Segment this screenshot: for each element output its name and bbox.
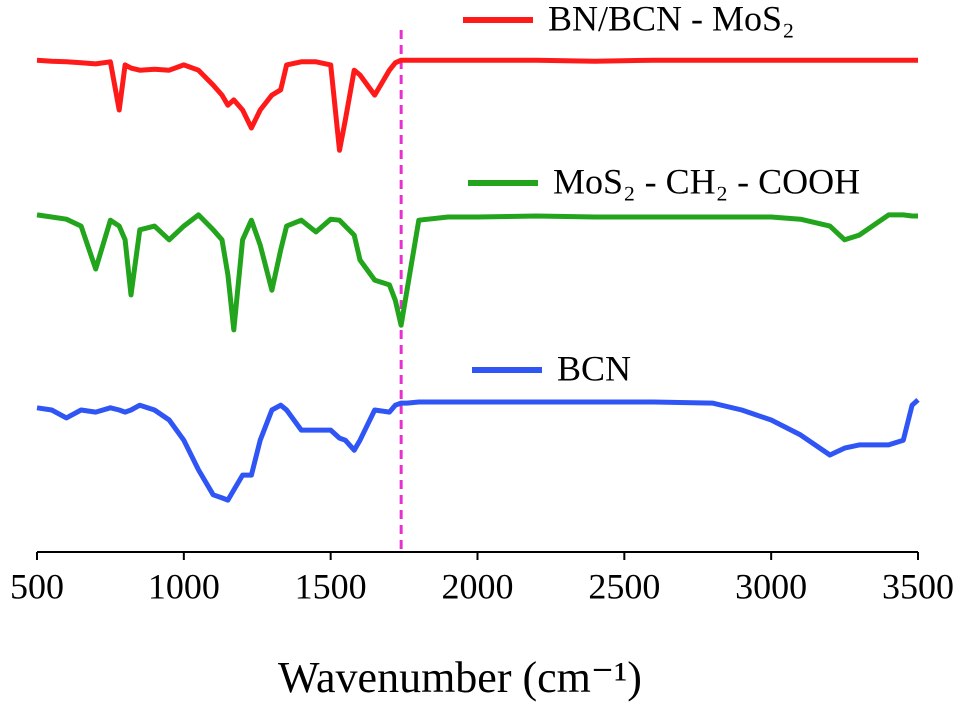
- x-axis-label: Wavenumber (cm⁻¹): [278, 653, 642, 702]
- series-line: [36, 212, 918, 333]
- series-line: [36, 57, 918, 153]
- x-tick-label: 2500: [588, 566, 660, 606]
- x-tick-label: 1500: [295, 566, 367, 606]
- legend-label: BCN: [557, 348, 631, 388]
- x-tick-label: 3000: [735, 566, 807, 606]
- series-line: [36, 398, 920, 503]
- x-tick-label: 1000: [148, 566, 220, 606]
- legend-label: BN/BCN - MoS₂: [548, 0, 795, 38]
- x-tick-label: 3500: [882, 566, 954, 606]
- legend-label: MoS₂ - CH₂ - COOH: [553, 161, 860, 201]
- x-tick-label: 2000: [442, 566, 514, 606]
- x-tick-label: 500: [10, 566, 64, 606]
